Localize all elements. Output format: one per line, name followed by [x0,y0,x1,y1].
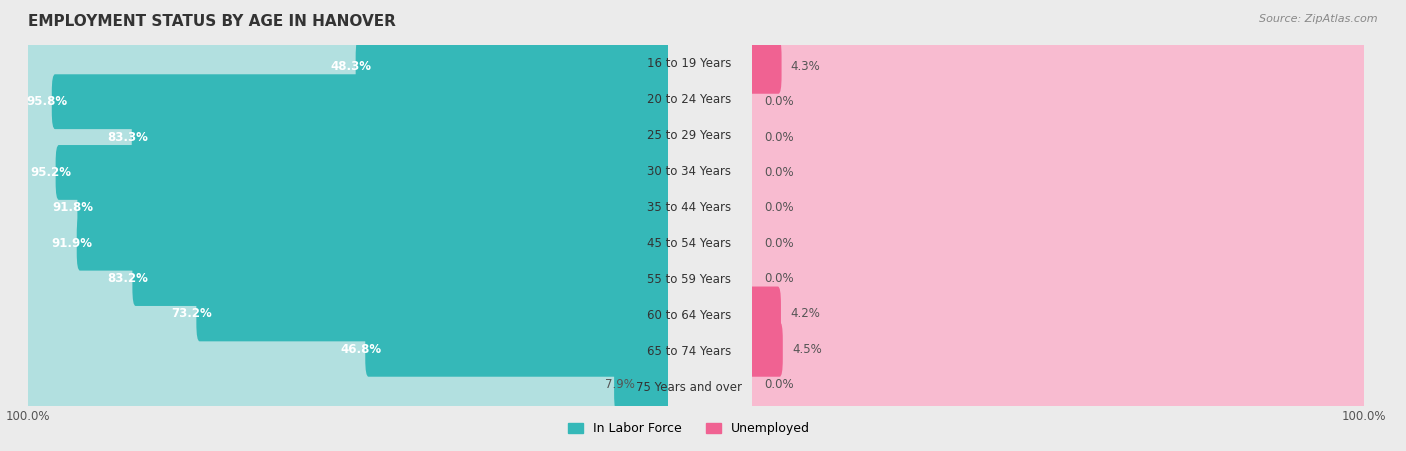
FancyBboxPatch shape [132,110,671,165]
Text: 35 to 44 Years: 35 to 44 Years [647,201,731,214]
FancyBboxPatch shape [25,180,671,235]
Text: 7.9%: 7.9% [605,378,634,391]
FancyBboxPatch shape [28,367,668,403]
FancyBboxPatch shape [25,39,671,94]
FancyBboxPatch shape [752,367,1364,403]
Text: 0.0%: 0.0% [765,272,794,285]
Text: 16 to 19 Years: 16 to 19 Years [647,57,731,69]
Text: 60 to 64 Years: 60 to 64 Years [647,309,731,322]
Legend: In Labor Force, Unemployed: In Labor Force, Unemployed [562,417,815,440]
FancyBboxPatch shape [752,331,1364,368]
FancyBboxPatch shape [28,83,668,120]
FancyBboxPatch shape [28,48,668,84]
Text: 4.3%: 4.3% [790,60,821,73]
Text: 30 to 34 Years: 30 to 34 Years [647,165,731,178]
FancyBboxPatch shape [752,83,1364,120]
FancyBboxPatch shape [749,357,1367,412]
FancyBboxPatch shape [366,322,671,377]
FancyBboxPatch shape [749,74,1367,129]
FancyBboxPatch shape [77,180,671,235]
Text: 65 to 74 Years: 65 to 74 Years [647,345,731,358]
FancyBboxPatch shape [25,110,671,165]
FancyBboxPatch shape [752,296,1364,332]
FancyBboxPatch shape [28,331,668,368]
Text: 4.2%: 4.2% [790,308,820,320]
Text: 0.0%: 0.0% [765,166,794,179]
Text: 83.2%: 83.2% [107,272,149,285]
FancyBboxPatch shape [56,145,671,200]
Text: 91.9%: 91.9% [52,237,93,250]
FancyBboxPatch shape [614,357,671,412]
FancyBboxPatch shape [749,39,1367,94]
FancyBboxPatch shape [356,39,671,94]
Text: 25 to 29 Years: 25 to 29 Years [647,129,731,142]
Text: 0.0%: 0.0% [765,201,794,214]
Text: 91.8%: 91.8% [52,201,93,214]
FancyBboxPatch shape [749,216,1367,271]
FancyBboxPatch shape [28,261,668,297]
Text: 83.3%: 83.3% [107,131,148,143]
Text: 48.3%: 48.3% [330,60,371,73]
FancyBboxPatch shape [752,154,1364,190]
FancyBboxPatch shape [749,286,780,341]
FancyBboxPatch shape [749,39,782,94]
Text: 95.8%: 95.8% [27,95,67,108]
FancyBboxPatch shape [749,322,1367,377]
FancyBboxPatch shape [28,296,668,332]
Text: 95.2%: 95.2% [31,166,72,179]
FancyBboxPatch shape [752,261,1364,297]
FancyBboxPatch shape [25,216,671,271]
FancyBboxPatch shape [25,322,671,377]
FancyBboxPatch shape [77,216,671,271]
FancyBboxPatch shape [25,251,671,306]
Text: 45 to 54 Years: 45 to 54 Years [647,237,731,250]
FancyBboxPatch shape [752,48,1364,84]
FancyBboxPatch shape [752,190,1364,226]
FancyBboxPatch shape [749,145,1367,200]
FancyBboxPatch shape [25,74,671,129]
FancyBboxPatch shape [752,225,1364,261]
Text: 0.0%: 0.0% [765,237,794,250]
Text: Source: ZipAtlas.com: Source: ZipAtlas.com [1260,14,1378,23]
FancyBboxPatch shape [749,180,1367,235]
Text: 0.0%: 0.0% [765,95,794,108]
FancyBboxPatch shape [28,225,668,261]
FancyBboxPatch shape [749,251,1367,306]
Text: 0.0%: 0.0% [765,131,794,143]
FancyBboxPatch shape [25,286,671,341]
FancyBboxPatch shape [52,74,671,129]
Text: 75 Years and over: 75 Years and over [636,382,742,394]
FancyBboxPatch shape [749,110,1367,165]
FancyBboxPatch shape [28,190,668,226]
FancyBboxPatch shape [25,357,671,412]
FancyBboxPatch shape [25,145,671,200]
FancyBboxPatch shape [749,286,1367,341]
Text: 0.0%: 0.0% [765,378,794,391]
FancyBboxPatch shape [28,154,668,190]
FancyBboxPatch shape [197,286,671,341]
Text: 46.8%: 46.8% [340,343,381,356]
FancyBboxPatch shape [28,119,668,155]
FancyBboxPatch shape [752,119,1364,155]
Text: 4.5%: 4.5% [792,343,821,356]
Text: EMPLOYMENT STATUS BY AGE IN HANOVER: EMPLOYMENT STATUS BY AGE IN HANOVER [28,14,396,28]
Text: 55 to 59 Years: 55 to 59 Years [647,273,731,286]
Text: 73.2%: 73.2% [172,308,212,320]
Text: 20 to 24 Years: 20 to 24 Years [647,93,731,106]
FancyBboxPatch shape [132,251,671,306]
FancyBboxPatch shape [749,322,783,377]
